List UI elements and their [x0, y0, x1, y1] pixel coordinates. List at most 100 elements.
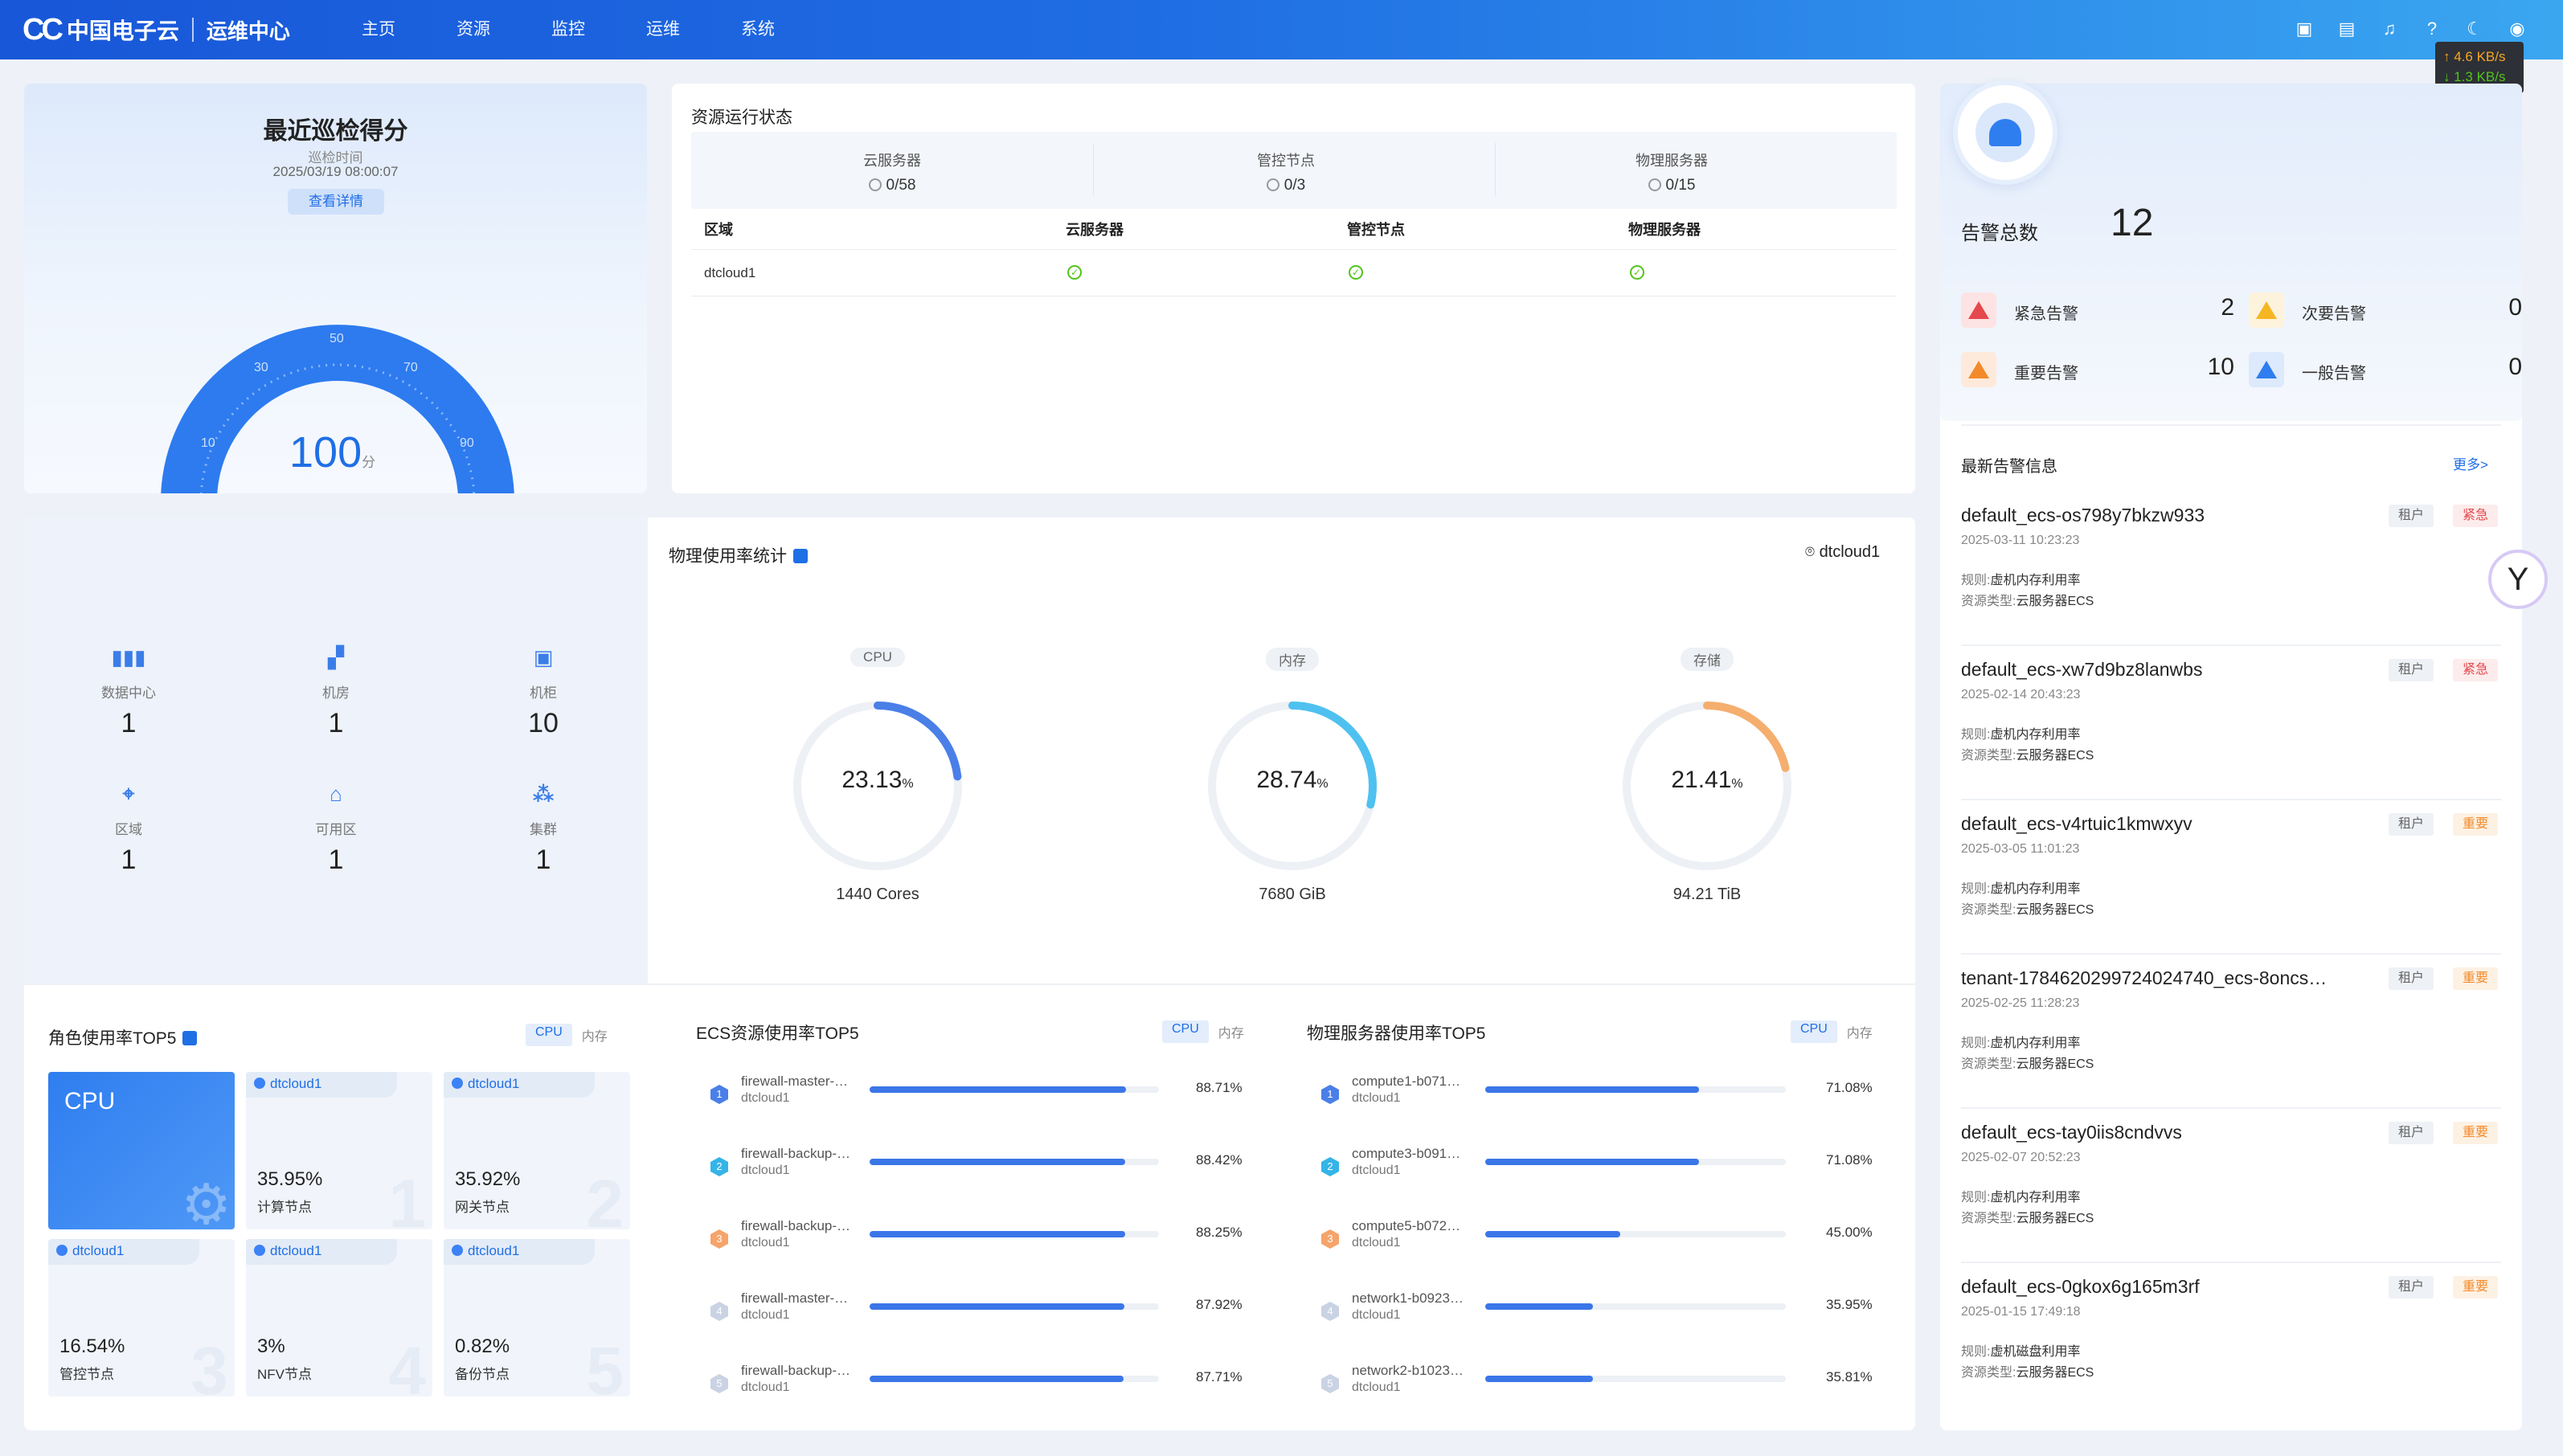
alarm-item[interactable]: default_ecs-os798y7bkzw933 2025-03-11 10:…: [1961, 505, 2501, 659]
row-name: firewall-backup-…: [741, 1363, 851, 1378]
alarm-item[interactable]: tenant-1784620299724024740_ecs-8oncs… 202…: [1961, 967, 2501, 1122]
more-link[interactable]: 更多>: [2453, 457, 2488, 472]
alarm-type: 资源类型:云服务器ECS: [1961, 590, 2094, 609]
role-tile[interactable]: 3 dtcloud1 16.54% 管控节点: [48, 1239, 235, 1397]
ring-capacity: 1440 Cores: [836, 885, 919, 903]
minor-alarm-icon: [2249, 292, 2284, 328]
physical-usage-header: 物理使用率统计: [669, 543, 808, 567]
rank-number: 3: [190, 1333, 228, 1397]
location-selector[interactable]: ⌾ dtcloud1: [1805, 543, 1880, 562]
nav-ops[interactable]: 运维: [646, 20, 680, 39]
infra-item: ⌂ 可用区 1: [272, 778, 400, 876]
phys-top5-title: 物理服务器使用率TOP5: [1307, 1025, 1486, 1043]
usage-bar: [870, 1231, 1159, 1237]
user-icon[interactable]: ◉: [2509, 18, 2525, 39]
tab-cpu[interactable]: CPU: [1162, 1020, 1209, 1043]
alarm-level-minor[interactable]: 次要告警 0: [2249, 291, 2522, 331]
role-tile[interactable]: 1 dtcloud1 35.95% 计算节点: [246, 1072, 432, 1229]
role-tile[interactable]: 5 dtcloud1 0.82% 备份节点: [444, 1239, 630, 1397]
ring-value: 21.41: [1671, 767, 1732, 793]
view-details-button[interactable]: 查看详情: [288, 189, 384, 215]
document-icon[interactable]: ▤: [2338, 18, 2356, 39]
top5-row[interactable]: 5 firewall-backup-… dtcloud1 87.71%: [710, 1358, 1260, 1414]
rank-number: 4: [1321, 1302, 1339, 1321]
alarm-level-label: 次要告警: [2302, 305, 2366, 323]
tab-memory[interactable]: 内存: [1218, 1027, 1244, 1041]
tile-percent: 35.95%: [257, 1168, 323, 1190]
ring-arc: [793, 701, 962, 870]
critical-alarm-icon: [1961, 292, 1996, 328]
row-region: dtcloud1: [741, 1091, 790, 1105]
row-region: dtcloud1: [1352, 1380, 1401, 1394]
rule-label: 规则:: [1961, 1345, 1991, 1359]
top5-row[interactable]: 1 firewall-master-… dtcloud1 88.71%: [710, 1069, 1260, 1125]
help-icon[interactable]: ?: [2426, 18, 2438, 39]
role-tile[interactable]: 4 dtcloud1 3% NFV节点: [246, 1239, 432, 1397]
rule-value: 虚机内存利用率: [1990, 882, 2081, 896]
ring-value: 23.13: [841, 767, 903, 793]
alarm-level-count: 10: [2207, 354, 2234, 380]
rank-badge-icon: 3: [1321, 1229, 1339, 1249]
row-name: firewall-master-…: [741, 1074, 849, 1089]
role-tile[interactable]: 2 dtcloud1 35.92% 网关节点: [444, 1072, 630, 1229]
region-icon: ⌖: [122, 781, 135, 805]
alarm-item[interactable]: default_ecs-tay0iis8cndvvs 2025-02-07 20:…: [1961, 1122, 2501, 1276]
top5-row[interactable]: 5 network2-b1023… dtcloud1 35.81%: [1321, 1358, 1890, 1414]
tab-memory[interactable]: 内存: [581, 1030, 608, 1044]
top5-row[interactable]: 3 compute5-b072… dtcloud1 45.00%: [1321, 1213, 1890, 1270]
alarm-level-critical[interactable]: 紧急告警 2: [1961, 291, 2234, 331]
tab-cpu[interactable]: CPU: [1791, 1020, 1837, 1043]
alarm-item[interactable]: default_ecs-xw7d9bz8lanwbs 2025-02-14 20:…: [1961, 659, 2501, 813]
usage-bar: [1485, 1376, 1786, 1382]
tile-region: dtcloud1: [48, 1239, 199, 1265]
col-control-node: 管控节点: [1347, 222, 1405, 238]
main-nav: 主页 资源 监控 运维 系统: [362, 16, 836, 40]
logo[interactable]: CC 中国电子云 运维中心: [23, 11, 290, 48]
moon-icon[interactable]: ☾: [2467, 18, 2483, 39]
tile-region: dtcloud1: [246, 1072, 397, 1098]
alarm-item[interactable]: default_ecs-0gkox6g165m3rf 2025-01-15 17:…: [1961, 1276, 2501, 1430]
nav-home[interactable]: 主页: [362, 20, 395, 39]
score-value-wrap: 100分: [289, 427, 375, 477]
tile-percent: 16.54%: [59, 1335, 125, 1357]
row-percent: 45.00%: [1826, 1225, 1873, 1240]
nav-system[interactable]: 系统: [741, 20, 775, 39]
top5-row[interactable]: 1 compute1-b071… dtcloud1 71.08%: [1321, 1069, 1890, 1125]
region-dot-icon: [452, 1245, 463, 1256]
nav-monitor[interactable]: 监控: [551, 20, 585, 39]
row-region: dtcloud1: [741, 1236, 790, 1249]
usage-bar-fill: [1485, 1159, 1699, 1165]
top5-row[interactable]: 3 firewall-backup-… dtcloud1 88.25%: [710, 1213, 1260, 1270]
tile-region: dtcloud1: [444, 1239, 595, 1265]
nav-resources[interactable]: 资源: [457, 20, 490, 39]
screen-icon[interactable]: ▣: [2295, 18, 2313, 39]
assistant-float-icon[interactable]: Y: [2488, 550, 2548, 609]
cpu-tile-label: CPU: [64, 1088, 116, 1114]
rule-value: 虚机内存利用率: [1990, 1037, 2081, 1050]
rank-badge-icon: 2: [710, 1157, 728, 1176]
rank-number: 4: [710, 1302, 728, 1321]
ecs-top5-title: ECS资源使用率TOP5: [696, 1025, 859, 1043]
type-value: 云服务器ECS: [2016, 749, 2094, 763]
tab-cpu[interactable]: CPU: [526, 1024, 572, 1046]
ring-unit: %: [1731, 777, 1743, 791]
info-icon[interactable]: [182, 1031, 198, 1045]
row-percent: 35.81%: [1826, 1369, 1873, 1384]
top5-row[interactable]: 2 compute3-b091… dtcloud1 71.08%: [1321, 1141, 1890, 1197]
row-region: dtcloud1: [741, 1164, 790, 1177]
alarm-level-major[interactable]: 重要告警 10: [1961, 350, 2234, 391]
severity-tag: 重要: [2453, 813, 2499, 836]
alarm-level-general[interactable]: 一般告警 0: [2249, 350, 2522, 391]
location-name: dtcloud1: [1819, 543, 1881, 561]
chip-icon: ⚙: [181, 1173, 231, 1229]
alarm-item[interactable]: default_ecs-v4rtuic1kmwxyv 2025-03-05 11:…: [1961, 813, 2501, 967]
top5-row[interactable]: 4 network1-b0923… dtcloud1 35.95%: [1321, 1286, 1890, 1342]
tab-memory[interactable]: 内存: [1846, 1027, 1873, 1041]
top5-row[interactable]: 4 firewall-master-… dtcloud1 87.92%: [710, 1286, 1260, 1342]
tenant-tag: 租户: [2389, 659, 2434, 681]
bell-icon[interactable]: ♫: [2382, 18, 2397, 39]
role-top5-title: 角色使用率TOP5: [48, 1029, 177, 1048]
info-icon[interactable]: [793, 549, 808, 563]
top5-row[interactable]: 2 firewall-backup-… dtcloud1 88.42%: [710, 1141, 1260, 1197]
alarm-date: 2025-02-25 11:28:23: [1961, 996, 2080, 1010]
